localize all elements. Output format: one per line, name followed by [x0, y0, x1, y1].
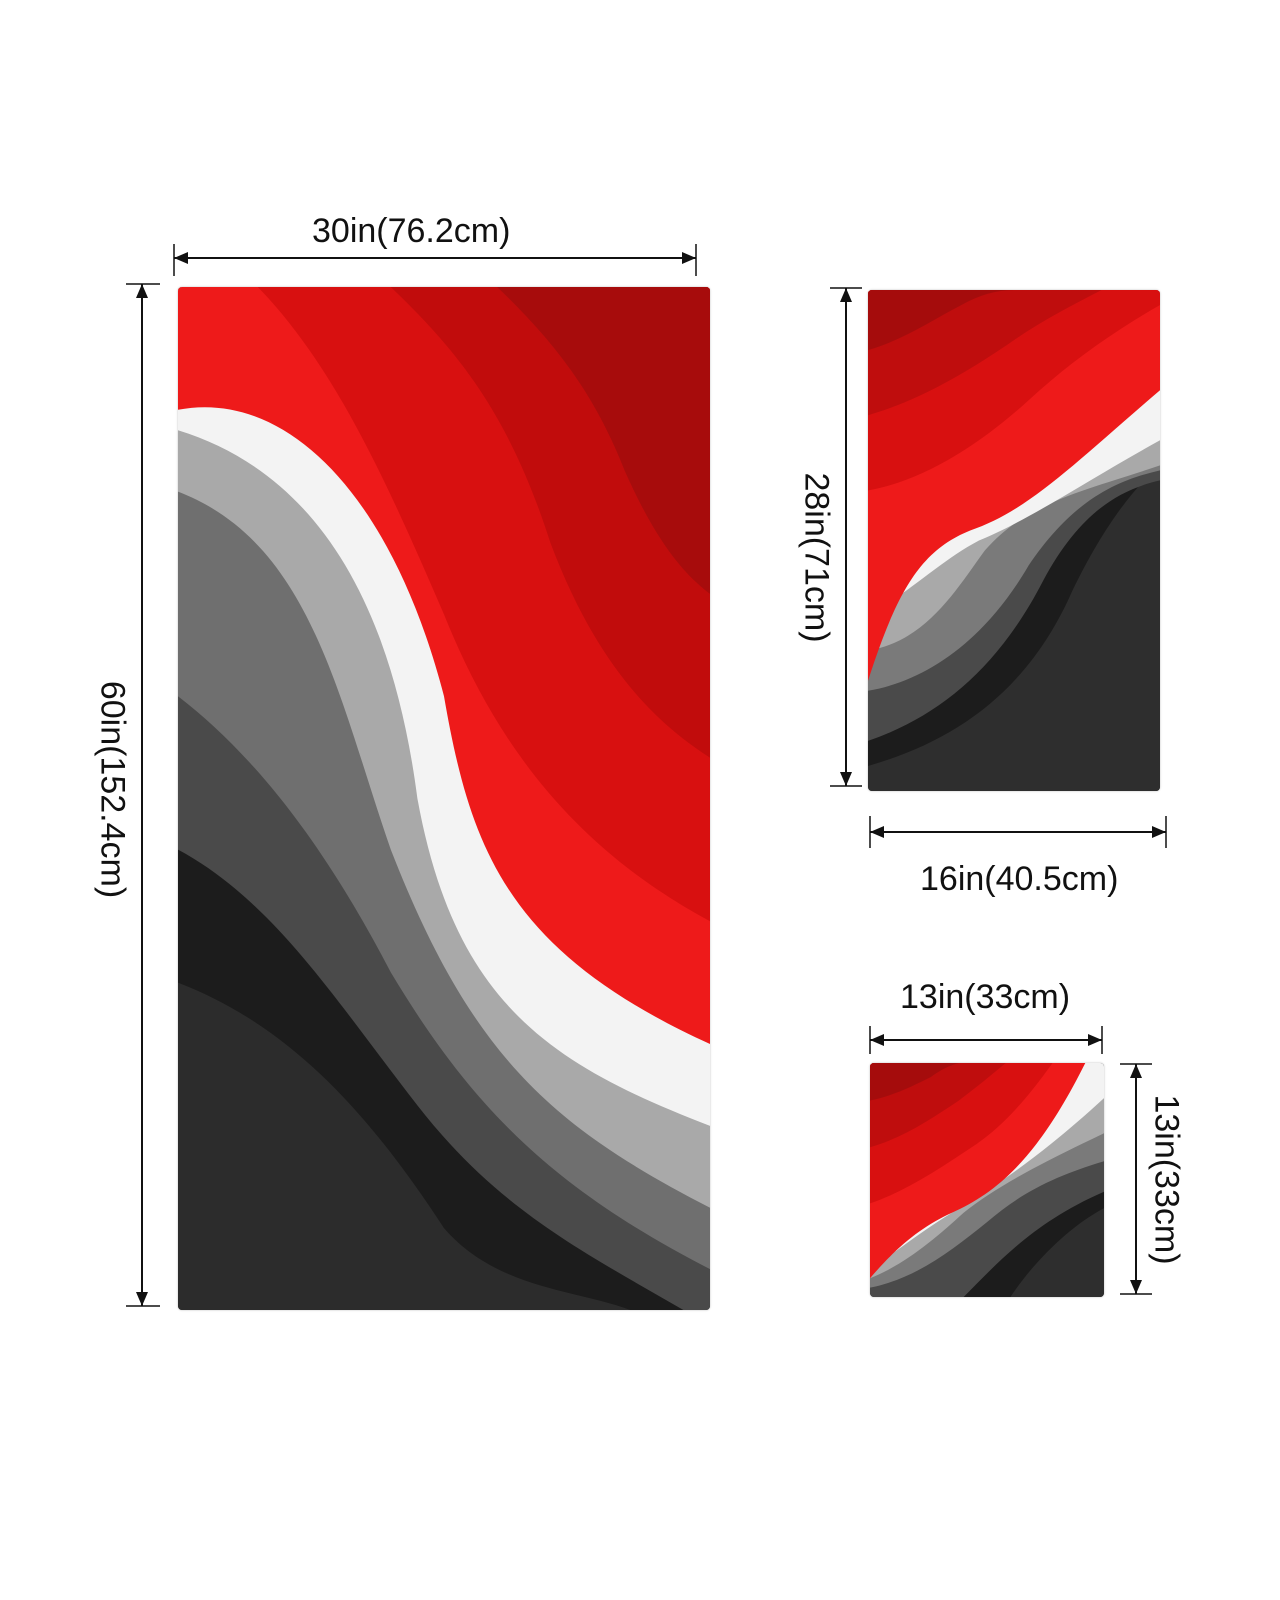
washcloth-height-dimension [1120, 1063, 1152, 1295]
washcloth-image [870, 1063, 1104, 1297]
hand-towel-width-dimension [869, 816, 1167, 848]
hand-towel-height-dimension [830, 287, 862, 787]
washcloth-width-label: 13in(33cm) [900, 978, 1071, 1016]
washcloth-width-dimension [869, 1026, 1103, 1054]
washcloth-height-label: 13in(33cm) [1147, 1094, 1186, 1265]
hand-towel-width-label: 16in(40.5cm) [920, 860, 1119, 898]
bath-towel-height-dimension [126, 283, 160, 1307]
hand-towel-height-label: 28in(71cm) [797, 472, 836, 643]
bath-towel-image [178, 287, 710, 1310]
bath-towel-width-dimension [173, 244, 697, 276]
bath-towel-height-label: 60in(152.4cm) [93, 680, 132, 899]
hand-towel-image [868, 290, 1160, 791]
bath-towel-width-label: 30in(76.2cm) [312, 212, 511, 250]
